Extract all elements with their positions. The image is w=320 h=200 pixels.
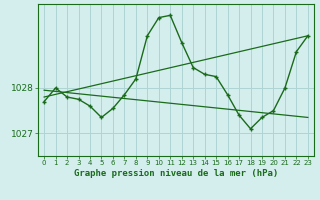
X-axis label: Graphe pression niveau de la mer (hPa): Graphe pression niveau de la mer (hPa) (74, 169, 278, 178)
